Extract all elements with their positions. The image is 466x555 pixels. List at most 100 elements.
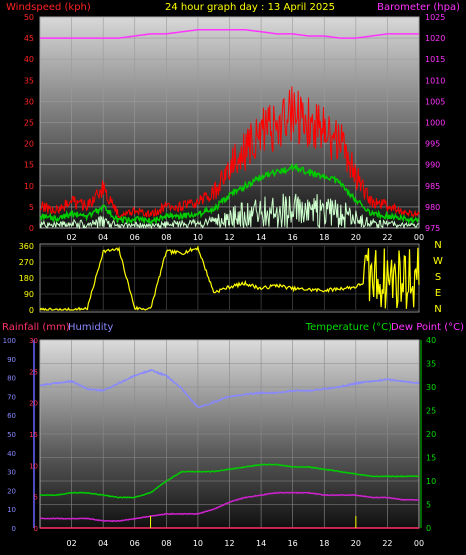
- direction-tick-labels: 0 90 180 270 360: [19, 242, 34, 315]
- humidity-tick-label: 20: [7, 487, 16, 495]
- temperature-axis-title: Temperature (°C): [305, 322, 392, 333]
- humidity-tick-labels: 0 10 20 30 40 50 60 70 80 90 100: [3, 337, 16, 533]
- direction-tick-label: 360: [19, 242, 34, 251]
- x-tick-label: 16: [288, 233, 298, 242]
- x-tick-label: 02: [66, 539, 76, 548]
- x-tick-label: 22: [382, 539, 392, 548]
- barometer-tick-label: 985: [425, 182, 440, 191]
- x-tick-label: 20: [351, 539, 361, 548]
- x-tick-label: 12: [224, 233, 234, 242]
- temperature-panel-x-tick-labels: 02 04 06 08 10 12 14 16 18 20 22 00: [66, 539, 424, 548]
- humidity-line: [39, 368, 420, 409]
- barometer-tick-label: 990: [425, 161, 440, 170]
- windspeed-tick-label: 0: [29, 224, 34, 233]
- windspeed-average-line: [39, 162, 420, 226]
- temperature-tick-label: 25: [426, 407, 436, 416]
- humidity-tick-label: 0: [12, 525, 16, 533]
- barometer-tick-label: 975: [425, 224, 440, 233]
- temperature-tick-label: 30: [426, 383, 436, 392]
- compass-label: E: [435, 288, 441, 299]
- direction-tick-label: 270: [19, 258, 34, 267]
- compass-label: N: [434, 240, 441, 251]
- windspeed-tick-label: 25: [24, 119, 34, 128]
- rainfall-tick-labels: 0 5 10 15 20 25 30: [29, 337, 38, 533]
- barometer-tick-labels: 975 980 985 990 995 1000 1005 1010 1015 1020 1025: [425, 13, 445, 233]
- rainfall-tick-label: 20: [29, 400, 38, 408]
- direction-tick-label: 180: [19, 274, 34, 283]
- windspeed-tick-label: 10: [24, 182, 34, 191]
- wind-panel-x-tick-labels: 02 04 06 08 10 12 14 16 18 20 22 00: [66, 233, 424, 242]
- dewpoint-axis-title: Dew Point (°C): [391, 322, 464, 333]
- barometer-tick-label: 1015: [425, 55, 445, 64]
- direction-panel-grid: [40, 245, 420, 311]
- barometer-tick-label: 995: [425, 140, 440, 149]
- x-tick-label: 18: [319, 233, 329, 242]
- x-tick-label: 00: [414, 539, 424, 548]
- humidity-tick-label: 10: [7, 506, 16, 514]
- x-tick-label: 02: [66, 233, 76, 242]
- barometer-tick-label: 1005: [425, 97, 445, 106]
- windspeed-tick-label: 5: [29, 203, 34, 212]
- direction-tick-label: 90: [24, 290, 34, 299]
- graph-title: 24 hour graph day : 13 April 2025: [165, 2, 335, 13]
- windspeed-gust-line: [39, 86, 420, 219]
- x-tick-label: 04: [98, 233, 108, 242]
- x-tick-label: 22: [382, 233, 392, 242]
- windspeed-tick-label: 40: [24, 55, 34, 64]
- x-tick-label: 04: [98, 539, 108, 548]
- rainfall-tick-label: 25: [29, 368, 38, 376]
- temperature-tick-label: 40: [426, 336, 436, 345]
- x-tick-label: 06: [130, 233, 140, 242]
- windspeed-tick-label: 45: [24, 34, 34, 43]
- x-tick-label: 12: [224, 539, 234, 548]
- x-tick-label: 06: [130, 539, 140, 548]
- compass-label: W: [433, 256, 443, 267]
- humidity-tick-label: 30: [7, 469, 16, 477]
- x-tick-label: 14: [256, 539, 266, 548]
- temperature-panel-series: [39, 368, 420, 529]
- barometer-tick-label: 980: [425, 203, 440, 212]
- x-tick-label: 00: [414, 233, 424, 242]
- barometer-axis-title: Barometer (hpa): [377, 2, 460, 13]
- windspeed-lull-line: [39, 193, 420, 230]
- x-tick-label: 20: [351, 233, 361, 242]
- temperature-tick-labels: 0 5 10 15 20 25 30 35 40: [426, 336, 436, 533]
- wind-direction-line: [39, 245, 420, 312]
- wind-panel-series: [39, 28, 420, 230]
- direction-panel-series: [39, 245, 420, 312]
- windspeed-tick-label: 20: [24, 140, 34, 149]
- rainfall-tick-label: 30: [29, 337, 38, 345]
- temperature-tick-label: 20: [426, 430, 436, 439]
- barometer-tick-label: 1025: [425, 13, 445, 22]
- rainfall-tick-label: 15: [29, 431, 38, 439]
- rainfall-tick-label: 10: [29, 462, 38, 470]
- rainfall-axis-title: Rainfall (mm): [2, 322, 70, 333]
- x-tick-label: 16: [288, 539, 298, 548]
- barometer-tick-label: 1020: [425, 34, 445, 43]
- x-tick-label: 08: [161, 233, 171, 242]
- x-tick-label: 10: [193, 233, 203, 242]
- humidity-tick-label: 60: [7, 412, 16, 420]
- barometer-tick-label: 1000: [425, 119, 445, 128]
- humidity-tick-label: 50: [7, 431, 16, 439]
- temperature-tick-label: 10: [426, 477, 436, 486]
- rainfall-tick-label: 0: [34, 525, 38, 533]
- barometer-line: [40, 28, 419, 39]
- windspeed-axis-title: Windspeed (kph): [6, 2, 91, 13]
- x-tick-label: 18: [319, 539, 329, 548]
- humidity-axis-title: Humidity: [68, 322, 113, 333]
- dewpoint-line: [40, 491, 419, 523]
- temperature-panel-grid: [39, 339, 420, 529]
- temperature-tick-label: 35: [426, 360, 436, 369]
- x-tick-label: 10: [193, 539, 203, 548]
- windspeed-tick-label: 35: [24, 76, 34, 85]
- wind-panel-frame: [39, 16, 420, 229]
- windspeed-tick-label: 30: [24, 97, 34, 106]
- rainfall-tick-label: 5: [34, 494, 38, 502]
- x-tick-label: 08: [161, 539, 171, 548]
- windspeed-tick-label: 15: [24, 161, 34, 170]
- windspeed-tick-labels: 0 5 10 15 20 25 30 35 40 45 50: [24, 13, 34, 233]
- humidity-tick-label: 80: [7, 375, 16, 383]
